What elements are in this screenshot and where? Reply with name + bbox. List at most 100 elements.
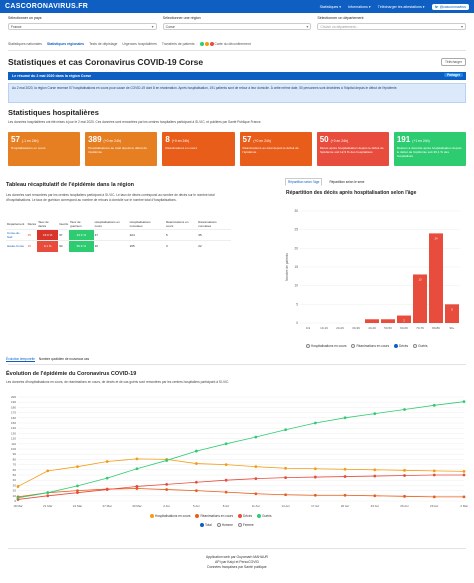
bar-data-label: 2 — [403, 319, 405, 323]
country-select[interactable]: France — [8, 23, 157, 30]
bar-data-label: 1 — [387, 322, 389, 326]
department-select[interactable]: Choisir un département... — [317, 23, 467, 30]
data-point — [105, 460, 109, 463]
table-cell: 15.6 % — [37, 229, 59, 241]
table-cell: 10 — [93, 240, 129, 252]
tab-evolution[interactable]: Évolution temporelle — [6, 357, 35, 362]
bar — [445, 304, 459, 323]
sex-femme[interactable]: Femme — [237, 523, 254, 528]
x-tick-label: 29 Avr — [430, 504, 438, 508]
data-point — [373, 468, 377, 472]
tab-nationales[interactable]: Statistiques nationales — [8, 42, 42, 47]
sex-total[interactable]: Total — [200, 523, 212, 528]
x-tick-label: 50-59 — [384, 326, 392, 330]
stat-card: 57 (+0 en 24h) Réanimations au total depui… — [239, 132, 312, 166]
nav-attestations[interactable]: Télécharger les attestations ▾ — [377, 4, 425, 9]
bar-data-label: 5 — [451, 307, 453, 311]
legend-hosp[interactable]: Hospitalisations en cours — [306, 344, 346, 349]
tab-transferts[interactable]: Transferts de patients — [161, 42, 195, 47]
table-cell[interactable]: Haute-Corse — [6, 240, 27, 252]
y-tick-label: 80 — [13, 457, 17, 461]
y-tick-label: 30 — [13, 483, 17, 487]
nav-statistiques[interactable]: Statistiques ▾ — [319, 4, 342, 9]
x-tick-label: 26 Avr — [400, 504, 408, 508]
x-tick-label: 21 Mar — [43, 504, 52, 508]
table-cell: 165 — [128, 240, 165, 252]
data-point — [403, 468, 406, 472]
footer-line2: API par Kaiyi et PersoCOVID — [215, 560, 259, 564]
y-tick-label: 50 — [13, 473, 17, 477]
y-tick-label: 5 — [296, 302, 298, 306]
stat-card: 57 (-1 en 24h) Hospitalisations en cours — [8, 132, 81, 166]
legend-gueris[interactable]: Guéris — [413, 344, 427, 349]
region-select[interactable]: Corse — [162, 23, 312, 30]
data-point — [224, 463, 228, 466]
table-header: Réanimations en cours — [165, 220, 189, 228]
tab-quotidien[interactable]: Nombre quotidien de nouveaux cas — [38, 357, 90, 361]
stat-card: 50 (+0 en 24h) Décès après hospitalisation… — [316, 132, 389, 166]
footer-line1: Application web par Guyomarh MAHAUR — [206, 555, 268, 559]
nav-informations[interactable]: Informations ▾ — [348, 4, 371, 9]
y-tick-label: 25 — [294, 228, 298, 232]
table-cell: 94 — [58, 240, 70, 252]
bar — [365, 319, 379, 323]
evolution-desc: Les données d'hospitalisations en cours,… — [6, 380, 230, 384]
data-point — [284, 466, 287, 470]
data-point — [254, 465, 258, 469]
table-cell[interactable]: Corse-du-Sud — [6, 229, 27, 241]
tab-age[interactable]: Répartition selon l'âge — [285, 178, 323, 186]
data-point — [284, 476, 287, 479]
line-legend-item[interactable]: Guéris — [257, 514, 271, 519]
data-point — [135, 467, 139, 471]
site-brand[interactable]: CASCORONAVIRUS.FR — [5, 3, 89, 10]
sex-homme[interactable]: Homme — [216, 523, 233, 528]
data-point — [254, 477, 258, 481]
legend-rea[interactable]: Réanimations en cours — [351, 344, 389, 349]
x-tick-label: 8 Avr — [223, 504, 230, 508]
data-point — [16, 485, 20, 488]
data-point — [462, 495, 466, 499]
y-tick-label: 190 — [11, 400, 16, 404]
line-legend-item[interactable]: Hospitalisations en cours — [150, 514, 190, 519]
banner-text: Le résumé du 2 mai 2020 dans la région C… — [12, 74, 92, 78]
table-cell: 97 — [58, 229, 70, 241]
tab-urgences[interactable]: Urgences hospitalières — [122, 42, 157, 47]
table-header: Hospitalisations cumulées — [129, 220, 151, 228]
y-tick-label: 15 — [294, 265, 298, 269]
tab-regionales[interactable]: Statistiques régionales — [46, 42, 85, 47]
x-tick-label: 14 Avr — [281, 504, 289, 508]
data-point — [432, 403, 436, 407]
tab-deconfinement[interactable]: Carte du déconfinement — [199, 42, 251, 47]
table-desc: Les données sont remontées par les centr… — [6, 193, 215, 202]
line-legend-item[interactable]: Décès — [238, 514, 252, 519]
tab-tests[interactable]: Tests de dépistage — [89, 42, 118, 47]
data-point — [76, 465, 79, 469]
table-cell: 3 — [164, 240, 198, 252]
x-tick-label: 70-79 — [416, 326, 424, 330]
evolution-title: Évolution de l'épidémie du Coronavirus C… — [6, 371, 137, 377]
bar — [397, 315, 411, 323]
data-point — [432, 495, 436, 499]
data-point — [432, 469, 436, 473]
data-point — [165, 459, 169, 462]
y-tick-label: 140 — [11, 426, 16, 430]
region-label: Sélectionner une région — [162, 16, 201, 20]
table-cell: 22 — [197, 240, 231, 252]
data-point — [343, 416, 347, 420]
card-value: 8 (+0 en 24h) — [165, 135, 190, 144]
line-legend-item[interactable]: Réanimations en cours — [195, 514, 233, 519]
data-point — [432, 473, 436, 477]
tab-sexe[interactable]: Répartition selon le sexe — [329, 180, 365, 184]
data-point — [343, 493, 347, 497]
stat-card: 389 (+0 en 24h) Hospitalisations au total … — [85, 132, 158, 166]
y-tick-label: 100 — [11, 447, 16, 451]
download-button[interactable]: Télécharger — [440, 58, 466, 66]
y-tick-label: 40 — [13, 478, 17, 482]
legend-deces[interactable]: Décès — [394, 344, 408, 349]
table-row: Haute-Corse 15 9.1 % 94 56.9 % 10 165 3 22 — [6, 240, 231, 252]
y-tick-label: 130 — [11, 431, 16, 435]
data-point — [195, 480, 198, 484]
twitter-button[interactable]: 🐦 @cascoronavirus — [431, 3, 469, 10]
share-button[interactable]: Partager — [444, 73, 463, 77]
